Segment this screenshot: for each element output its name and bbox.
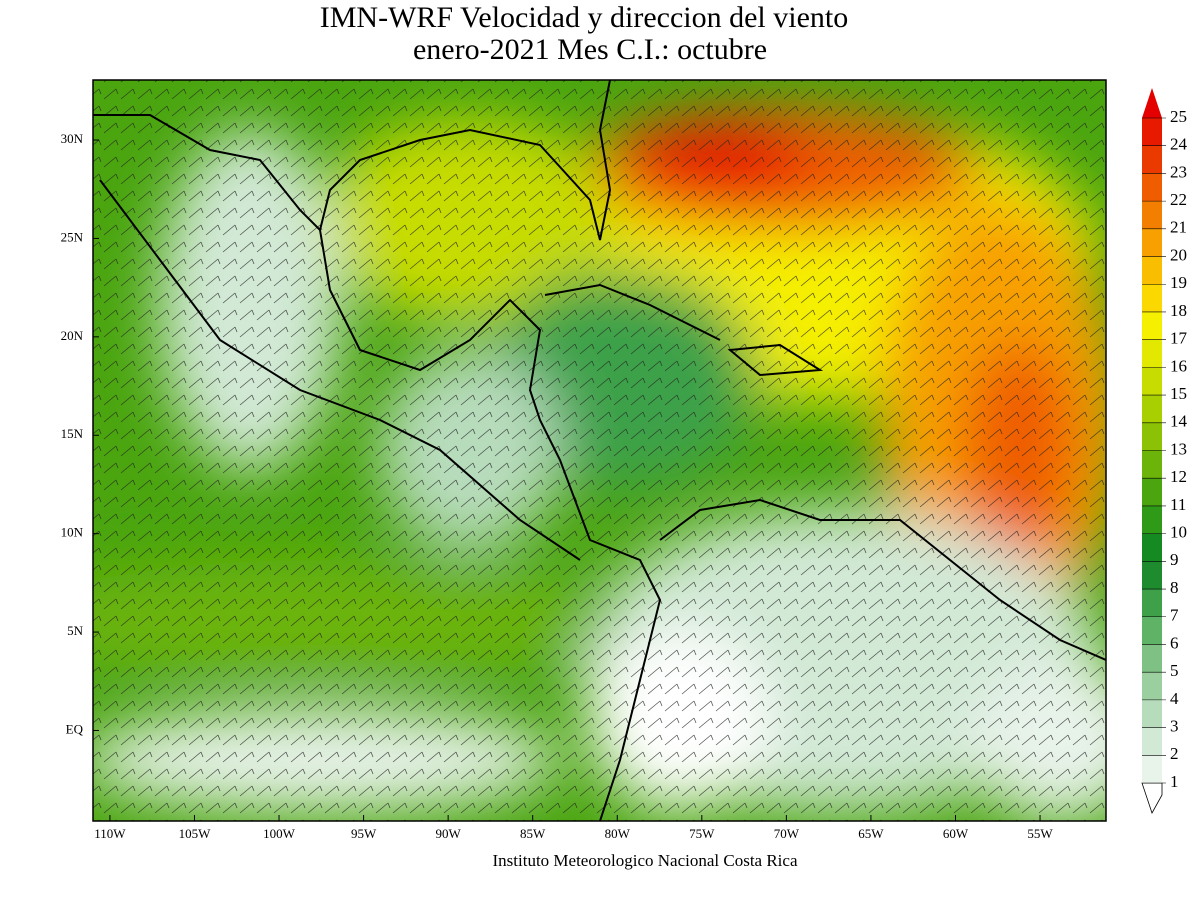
colorbar-label: 9 [1170, 550, 1179, 569]
lon-tick-label: 55W [1027, 826, 1053, 841]
lat-tick-label: 20N [61, 328, 84, 343]
colorbar-label: 10 [1170, 523, 1187, 542]
colorbar-bin [1142, 201, 1162, 229]
colorbar-label: 16 [1170, 356, 1187, 375]
colorbar-bin [1142, 450, 1162, 479]
lat-tick-label: 25N [61, 229, 84, 244]
colorbar-label: 1 [1170, 772, 1179, 791]
title-line-1: IMN-WRF Velocidad y direccion del viento [320, 1, 849, 34]
colorbar-label: 22 [1170, 190, 1187, 209]
lon-tick-label: 65W [858, 826, 884, 841]
lat-tick-label: 15N [61, 426, 84, 441]
colorbar-bin [1142, 589, 1162, 617]
colorbar-bin [1142, 478, 1162, 506]
colorbar-label: 24 [1170, 135, 1188, 154]
colorbar-label: 23 [1170, 162, 1187, 181]
colorbar-label: 7 [1170, 606, 1179, 625]
colorbar-label: 14 [1170, 412, 1188, 431]
colorbar-label: 11 [1170, 495, 1186, 514]
wind-field [93, 80, 1106, 821]
colorbar-label: 15 [1170, 384, 1187, 403]
colorbar-bin [1142, 755, 1162, 783]
colorbar-label: 13 [1170, 439, 1187, 458]
colorbar-bin [1142, 422, 1162, 451]
colorbar-label: 5 [1170, 661, 1179, 680]
colorbar-bin [1142, 395, 1162, 423]
colorbar-label: 19 [1170, 273, 1187, 292]
colorbar-bin [1142, 256, 1162, 285]
colorbar-bin [1142, 699, 1162, 728]
colorbar-bin [1142, 644, 1162, 673]
colorbar-label: 17 [1170, 329, 1188, 348]
colorbar-bin [1142, 367, 1162, 396]
colorbar-low [1141, 782, 1163, 814]
colorbar-bin [1142, 533, 1162, 562]
colorbar-bin [1142, 284, 1162, 312]
colorbar-bin [1142, 672, 1162, 700]
lon-tick-label: 70W [774, 826, 800, 841]
colorbar-label: 4 [1170, 689, 1179, 708]
colorbar-bin [1142, 311, 1162, 340]
lon-tick-label: 75W [689, 826, 715, 841]
colorbar-label: 8 [1170, 578, 1179, 597]
colorbar-label: 21 [1170, 218, 1187, 237]
lon-tick-label: 100W [263, 826, 296, 841]
colorbar-label: 25 [1170, 107, 1187, 126]
colorbar-bin [1142, 173, 1162, 202]
colorbar-label: 3 [1170, 716, 1179, 735]
colorbar-bin [1142, 145, 1162, 174]
colorbar-label: 12 [1170, 467, 1187, 486]
colorbar-label: 6 [1170, 633, 1179, 652]
colorbar-bin [1142, 505, 1162, 534]
colorbar-bin [1142, 339, 1162, 368]
lon-tick-label: 85W [520, 826, 546, 841]
colorbar-bin [1142, 228, 1162, 257]
lon-tick-label: 95W [351, 826, 377, 841]
colorbar-label: 18 [1170, 301, 1187, 320]
lon-tick-label: 110W [94, 826, 126, 841]
lon-tick-label: 80W [605, 826, 631, 841]
colorbar-bin [1142, 561, 1162, 590]
lat-tick-label: 30N [61, 131, 84, 146]
lat-tick-label: 10N [61, 525, 84, 540]
map-frame [92, 79, 1107, 822]
colorbar-high [1142, 88, 1162, 118]
colorbar-label: 20 [1170, 245, 1187, 264]
colorbar-bin [1142, 727, 1162, 756]
lon-tick-label: 90W [436, 826, 462, 841]
lon-tick-label: 60W [943, 826, 969, 841]
title-line-2: enero-2021 Mes C.I.: octubre [413, 33, 767, 66]
lat-tick-label: EQ [66, 721, 84, 736]
colorbar-label: 2 [1170, 744, 1179, 763]
colorbar-bin [1142, 616, 1162, 645]
colorbar-bin [1142, 118, 1162, 146]
lat-tick-label: 5N [67, 623, 84, 638]
lon-tick-label: 105W [179, 826, 212, 841]
credit: Instituto Meteorologico Nacional Costa R… [493, 851, 798, 870]
